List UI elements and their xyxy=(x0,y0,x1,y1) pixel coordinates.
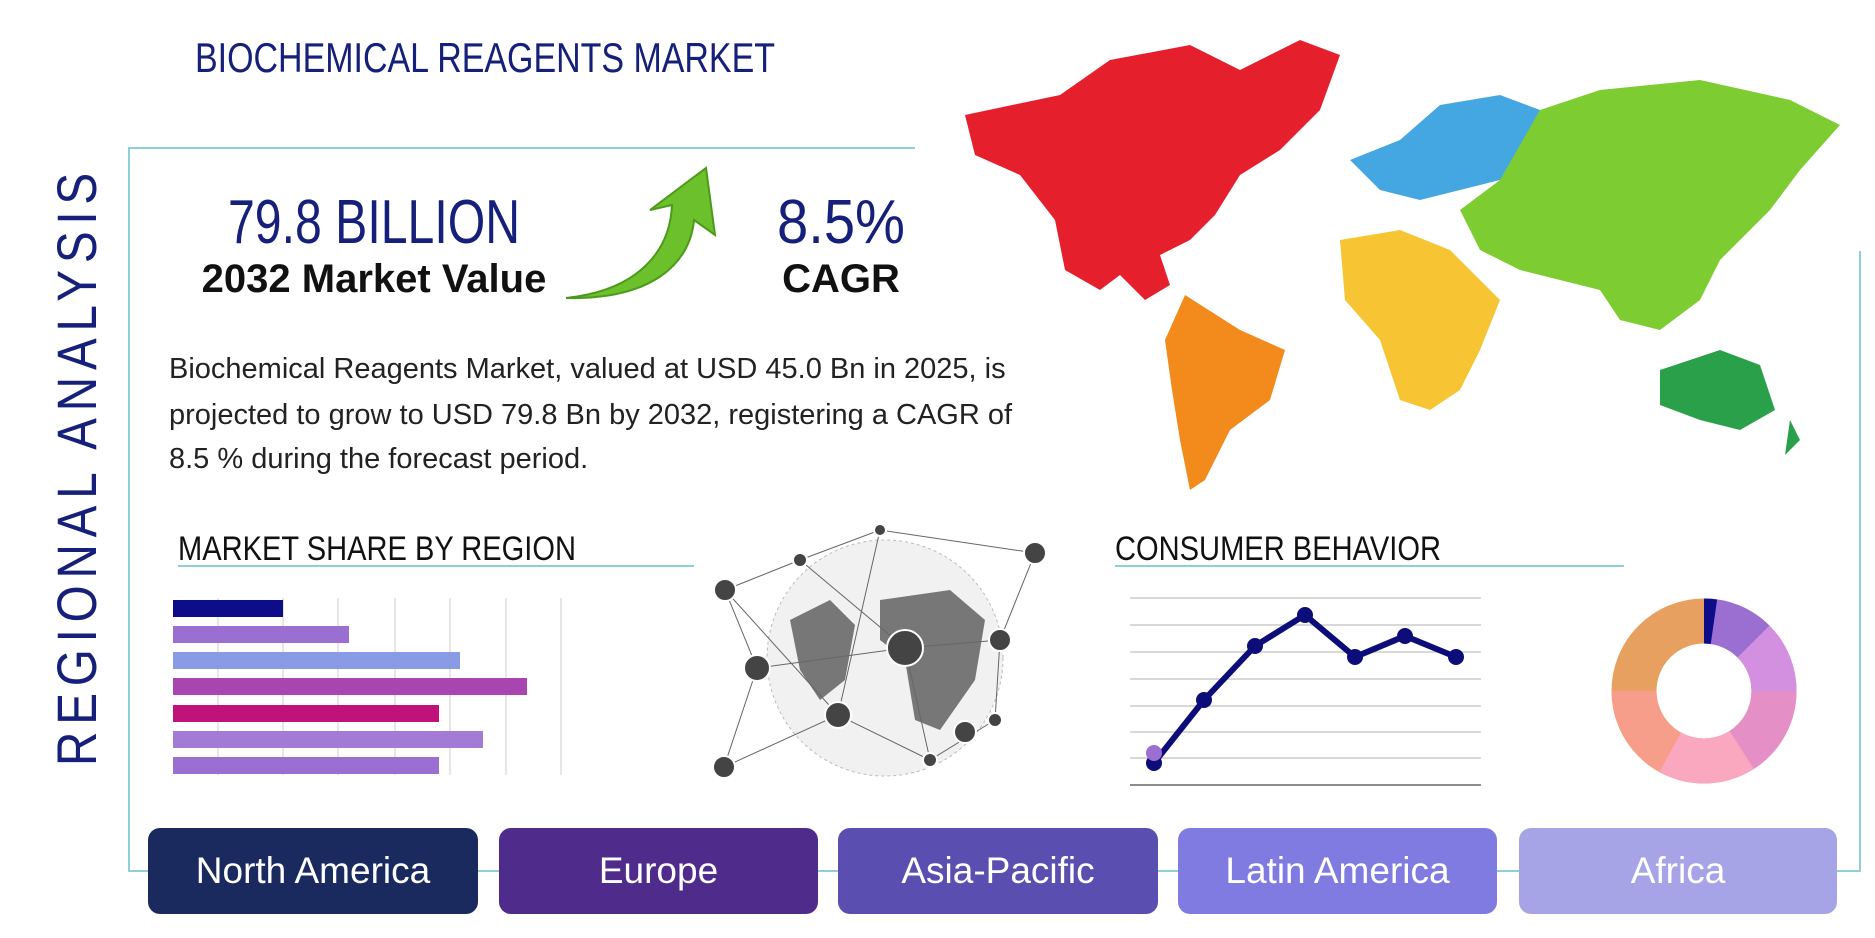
region-button[interactable]: Europe xyxy=(499,828,818,914)
region-buttons: North America Europe Asia-Pacific Latin Ame… xyxy=(148,828,1837,914)
region-button[interactable]: North America xyxy=(148,828,478,914)
stat-label: CAGR xyxy=(782,257,900,301)
region-button-label[interactable]: Africa xyxy=(1631,850,1726,891)
stat-value: 8.5% xyxy=(777,188,905,257)
title: BIOCHEMICAL REAGENTS MARKET xyxy=(195,34,775,81)
region-button-label[interactable]: Europe xyxy=(599,850,718,891)
region-button-bg[interactable] xyxy=(148,828,478,914)
description-line: Biochemical Reagents Market, valued at U… xyxy=(169,353,1006,385)
region-button[interactable]: Africa xyxy=(1519,828,1837,914)
line-graphic xyxy=(1130,597,1481,786)
globe-graphic xyxy=(712,523,1047,779)
section-heading: MARKET SHARE BY REGION xyxy=(178,530,576,568)
description-line: 8.5 % during the forecast period. xyxy=(169,443,588,475)
description-line: projected to grow to USD 79.8 Bn by 2032… xyxy=(169,399,1013,431)
region-button[interactable]: Latin America xyxy=(1178,828,1497,914)
region-button-bg[interactable] xyxy=(1519,828,1837,914)
sidebar-label: REGIONAL ANALYSIS xyxy=(45,166,108,766)
region-button[interactable]: Asia-Pacific xyxy=(838,828,1158,914)
region-button-label[interactable]: Asia-Pacific xyxy=(901,850,1094,891)
stat-value: 79.8 BILLION xyxy=(228,188,520,257)
region-button-label[interactable]: Latin America xyxy=(1225,850,1450,891)
stat-label: 2032 Market Value xyxy=(202,257,547,301)
world-map xyxy=(965,40,1840,490)
donut-graphic xyxy=(1611,598,1797,784)
bar-graphic xyxy=(173,598,562,775)
frame xyxy=(128,147,1861,872)
region-button-label[interactable]: North America xyxy=(196,850,431,891)
region-button-bg[interactable] xyxy=(499,828,818,914)
region-button-bg[interactable] xyxy=(1178,828,1497,914)
growth-arrow xyxy=(565,166,717,300)
region-button-bg[interactable] xyxy=(838,828,1158,914)
section-heading: CONSUMER BEHAVIOR xyxy=(1115,530,1441,568)
